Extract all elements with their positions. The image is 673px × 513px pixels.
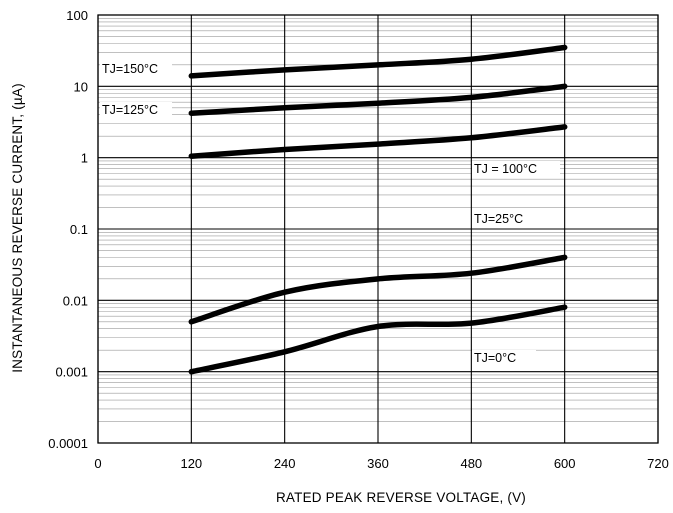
y-tick-label: 10 <box>74 79 88 94</box>
x-tick-label: 360 <box>367 456 389 471</box>
series-layer <box>188 44 568 375</box>
series-line-1 <box>188 83 568 116</box>
curve-label-background <box>472 211 544 228</box>
x-tick-label: 240 <box>274 456 296 471</box>
x-axis-title: RATED PEAK REVERSE VOLTAGE, (V) <box>276 490 526 505</box>
curve-label: TJ = 100°C <box>474 162 537 176</box>
curve-labels: TJ=150°C TJ=125°C TJ = 100°C TJ=25°C TJ=0°C <box>100 61 560 367</box>
curve-label-background <box>100 61 172 78</box>
x-tick-label: 0 <box>94 456 101 471</box>
series-line-3 <box>188 254 568 325</box>
y-tick-labels: 0.0001 0.001 0.01 0.1 1 10 100 <box>48 8 88 451</box>
series-line-4 <box>188 304 568 375</box>
y-tick-label: 0.1 <box>70 222 88 237</box>
y-tick-label: 0.01 <box>63 293 88 308</box>
x-tick-label: 600 <box>554 456 576 471</box>
series-line-2 <box>188 124 568 159</box>
x-tick-label: 120 <box>180 456 202 471</box>
curve-label: TJ=150°C <box>102 62 158 76</box>
y-tick-label: 0.001 <box>55 365 88 380</box>
curve-label: TJ=25°C <box>474 212 523 226</box>
plot-frame <box>97 14 659 444</box>
x-tick-label: 720 <box>647 456 669 471</box>
y-axis-title: INSTANTANEOUS REVERSE CURRENT, (µA) <box>10 83 25 373</box>
curve-label-background <box>472 350 536 367</box>
curve-label-background <box>472 161 560 178</box>
x-tick-labels: 0 120 240 360 480 600 720 <box>94 456 668 471</box>
y-tick-label: 1 <box>81 151 88 166</box>
curve-label: TJ=125°C <box>102 103 158 117</box>
curve-label-background <box>100 102 172 119</box>
series-line-0 <box>188 44 568 79</box>
curve-label: TJ=0°C <box>474 351 516 365</box>
y-tick-label: 100 <box>66 8 88 23</box>
y-tick-label: 0.0001 <box>48 436 88 451</box>
x-tick-label: 480 <box>460 456 482 471</box>
